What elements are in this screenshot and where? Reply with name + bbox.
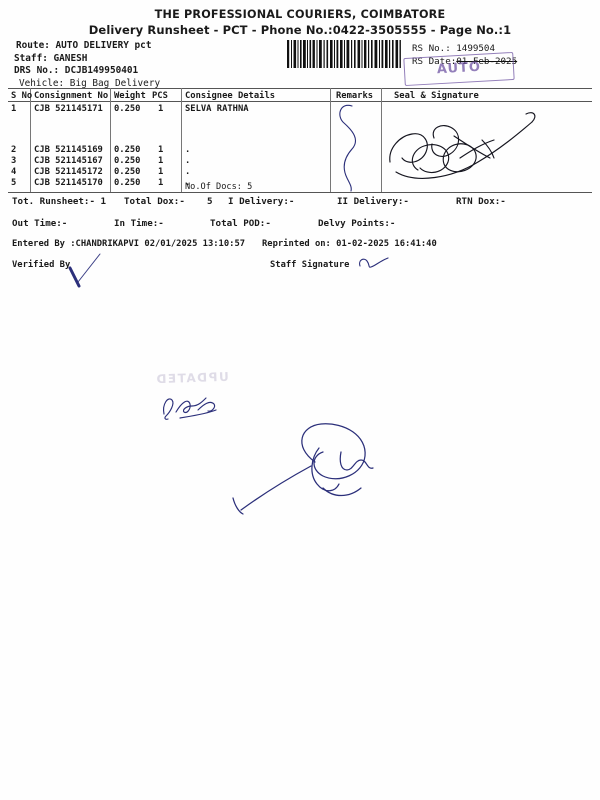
docs-summary: No.Of Docs: 5 bbox=[185, 182, 253, 192]
table-header-rule bbox=[8, 101, 592, 102]
remarks-signature-ink bbox=[339, 104, 356, 192]
rs-date-label: RS Date: bbox=[412, 56, 457, 67]
column-header-remarks: Remarks bbox=[336, 91, 374, 101]
rs-date-value: 01-Feb-2025 bbox=[456, 56, 518, 67]
updated-bleed-stamp: UPDATED bbox=[154, 369, 229, 387]
rs-date-row: RS Date:01-Feb-2025 bbox=[412, 55, 517, 68]
table-row: 1 bbox=[11, 104, 17, 114]
table-row: CJB 521145169 bbox=[34, 145, 103, 155]
seal-signature-ink bbox=[389, 112, 536, 179]
table-row: 0.250 bbox=[114, 145, 141, 155]
col-divider-4 bbox=[330, 88, 331, 192]
company-title: THE PROFESSIONAL COURIERS, COIMBATORE bbox=[154, 8, 446, 21]
total-dox: Total Dox:- 5 bbox=[124, 196, 213, 207]
col-divider-2 bbox=[110, 88, 111, 192]
table-row: 1 bbox=[158, 145, 164, 155]
table-row: 1 bbox=[158, 167, 164, 177]
table-row: 0.250 bbox=[114, 178, 141, 188]
table-row: . bbox=[185, 156, 191, 166]
vehicle-label: Vehicle: Big Bag Delivery bbox=[19, 77, 161, 89]
drs-number-label: DRS No.: DCJB149950401 bbox=[14, 65, 139, 77]
auto-delivery-stamp-text: AUTO DELIVERY bbox=[421, 59, 500, 86]
table-top-rule bbox=[8, 88, 592, 89]
table-row: . bbox=[185, 167, 191, 177]
entered-by: Entered By :CHANDRIKAPVI 02/01/2025 13:1… bbox=[12, 239, 246, 249]
table-row: 0.250 bbox=[114, 167, 141, 177]
table-row: 0.250 bbox=[114, 156, 141, 166]
barcode-icon bbox=[286, 40, 402, 68]
header-meta-right: RS No.: 1499504 RS Date:01-Feb-2025 bbox=[412, 42, 517, 68]
table-row: SELVA RATHNA bbox=[185, 104, 249, 114]
table-row: . bbox=[185, 178, 191, 188]
table-row: CJB 521145170 bbox=[34, 178, 103, 188]
table-row: . bbox=[185, 145, 191, 155]
col-divider-1 bbox=[30, 88, 31, 192]
column-header-consignment: Consignment No bbox=[34, 91, 109, 101]
document-subtitle: Delivery Runsheet - PCT - Phone No.:0422… bbox=[88, 23, 512, 37]
rs-number-label: RS No.: 1499504 bbox=[412, 43, 495, 54]
lower-page-signature-ink bbox=[232, 423, 374, 515]
lower-initials-ink bbox=[163, 397, 217, 420]
header-meta-left: Route: AUTO DELIVERY pct Staff: GANESH D… bbox=[14, 40, 160, 90]
table-row: 1 bbox=[158, 156, 164, 166]
col-divider-5 bbox=[381, 88, 382, 192]
staff-signature: Staff Signature bbox=[270, 260, 350, 270]
in-time: In Time:- bbox=[114, 218, 164, 229]
table-bottom-rule bbox=[8, 192, 592, 193]
table-row: 1 bbox=[158, 104, 164, 114]
table-row: CJB 521145171 bbox=[34, 104, 103, 114]
auto-delivery-stamp: AUTO DELIVERY bbox=[403, 51, 515, 87]
table-row: CJB 521145172 bbox=[34, 167, 103, 177]
first-delivery: I Delivery:- bbox=[228, 196, 295, 207]
staff-signature-ink bbox=[359, 257, 389, 268]
delvy-points: Delvy Points:- bbox=[318, 218, 396, 229]
verified-by: Verified By bbox=[12, 260, 71, 270]
column-header-pcs: PCS bbox=[152, 91, 168, 101]
second-delivery: II Delivery:- bbox=[337, 196, 409, 207]
total-pod: Total POD:- bbox=[210, 218, 271, 229]
column-header-consignee: Consignee Details bbox=[185, 91, 276, 101]
column-header-sno: S No bbox=[11, 91, 33, 101]
total-runsheet: Tot. Runsheet:- 1 bbox=[12, 196, 107, 207]
verified-by-ink bbox=[68, 253, 101, 288]
table-row: 2 bbox=[11, 145, 17, 155]
table-row: 3 bbox=[11, 156, 17, 166]
staff-label: Staff: GANESH bbox=[14, 52, 88, 64]
table-row: 5 bbox=[11, 178, 17, 188]
rtn-dox: RTN Dox:- bbox=[456, 196, 506, 207]
column-header-weight: Weight bbox=[114, 91, 146, 101]
out-time: Out Time:- bbox=[12, 218, 68, 229]
column-header-seal: Seal & Signature bbox=[394, 91, 479, 101]
table-row: CJB 521145167 bbox=[34, 156, 103, 166]
table-row: 1 bbox=[158, 178, 164, 188]
route-label: Route: AUTO DELIVERY pct bbox=[16, 40, 152, 51]
reprinted-on: Reprinted on: 01-02-2025 16:41:40 bbox=[262, 239, 437, 249]
table-row: 4 bbox=[11, 167, 17, 177]
col-divider-3 bbox=[181, 88, 182, 192]
table-row: 0.250 bbox=[114, 104, 141, 114]
